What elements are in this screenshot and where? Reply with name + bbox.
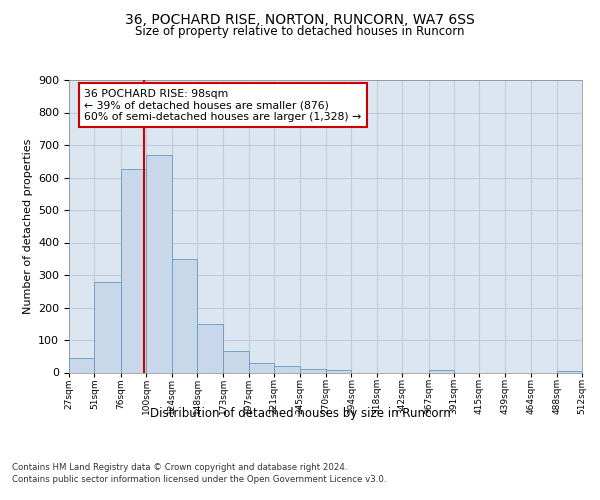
- Bar: [121, 170, 146, 372]
- Bar: [299, 369, 326, 372]
- Bar: [94, 282, 121, 372]
- Text: Size of property relative to detached houses in Runcorn: Size of property relative to detached ho…: [135, 25, 465, 38]
- Bar: [428, 370, 454, 372]
- Bar: [146, 155, 172, 372]
- Bar: [172, 260, 197, 372]
- Text: 36 POCHARD RISE: 98sqm
← 39% of detached houses are smaller (876)
60% of semi-de: 36 POCHARD RISE: 98sqm ← 39% of detached…: [85, 89, 362, 122]
- Bar: [197, 324, 223, 372]
- Y-axis label: Number of detached properties: Number of detached properties: [23, 138, 32, 314]
- Bar: [223, 352, 249, 372]
- Text: Distribution of detached houses by size in Runcorn: Distribution of detached houses by size …: [149, 408, 451, 420]
- Text: 36, POCHARD RISE, NORTON, RUNCORN, WA7 6SS: 36, POCHARD RISE, NORTON, RUNCORN, WA7 6…: [125, 12, 475, 26]
- Bar: [557, 371, 582, 372]
- Bar: [326, 370, 352, 372]
- Text: Contains HM Land Registry data © Crown copyright and database right 2024.: Contains HM Land Registry data © Crown c…: [12, 462, 347, 471]
- Bar: [249, 363, 274, 372]
- Bar: [69, 358, 94, 372]
- Text: Contains public sector information licensed under the Open Government Licence v3: Contains public sector information licen…: [12, 475, 386, 484]
- Bar: [274, 366, 299, 372]
